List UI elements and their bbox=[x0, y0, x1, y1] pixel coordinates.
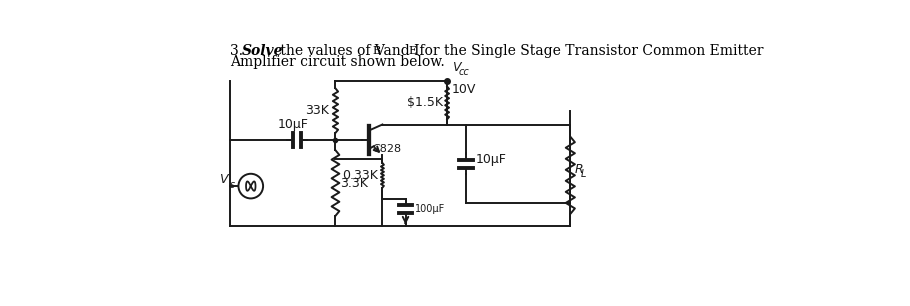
Text: R: R bbox=[575, 163, 583, 176]
Text: Amplifier circuit shown below.: Amplifier circuit shown below. bbox=[230, 55, 445, 69]
Text: 10μF: 10μF bbox=[278, 118, 308, 131]
Text: L: L bbox=[581, 169, 586, 179]
Text: s: s bbox=[230, 180, 236, 189]
Text: for the Single Stage Transistor Common Emitter: for the Single Stage Transistor Common E… bbox=[415, 44, 763, 58]
Text: E: E bbox=[409, 46, 417, 56]
Text: 3.: 3. bbox=[230, 44, 243, 58]
Text: C828: C828 bbox=[372, 144, 401, 154]
Text: and I: and I bbox=[379, 44, 420, 58]
Text: 100μF: 100μF bbox=[415, 204, 445, 214]
Text: $1.5K: $1.5K bbox=[408, 96, 443, 110]
Text: 0.33K: 0.33K bbox=[342, 169, 378, 182]
Text: Solve: Solve bbox=[242, 44, 284, 58]
Text: 10μF: 10μF bbox=[476, 153, 507, 166]
Text: V: V bbox=[451, 61, 460, 74]
Text: 3.3K: 3.3K bbox=[340, 177, 368, 189]
Text: B: B bbox=[372, 46, 380, 56]
Text: 10V: 10V bbox=[451, 83, 476, 96]
Text: 33K: 33K bbox=[306, 104, 329, 117]
Text: V: V bbox=[219, 174, 228, 186]
Text: the values of V: the values of V bbox=[277, 44, 385, 58]
Text: cc: cc bbox=[459, 67, 470, 77]
